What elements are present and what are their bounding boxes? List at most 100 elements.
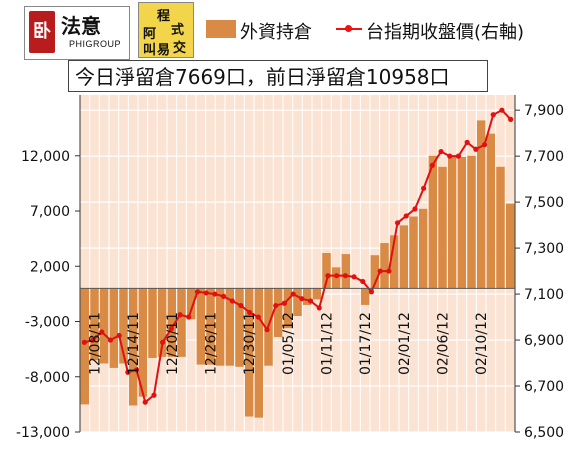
price-point <box>281 300 288 306</box>
program-trading-logo: 程 式 交 易 阿 叫 <box>138 2 194 58</box>
right-axis-label: 6,900 <box>524 333 564 349</box>
bar <box>360 288 370 305</box>
bar <box>496 166 505 289</box>
bar <box>80 288 90 405</box>
price-point <box>455 153 462 159</box>
logo-sub-text: PHIGROUP <box>69 39 122 49</box>
price-point <box>412 206 418 212</box>
legend-bar-swatch <box>206 20 236 38</box>
x-axis-label: 02/01/12 <box>397 312 413 375</box>
price-line <box>84 108 512 404</box>
bar <box>186 288 196 320</box>
bar <box>138 288 148 397</box>
right-axis-label: 6,500 <box>524 425 564 441</box>
price-point <box>212 291 218 297</box>
price-point <box>377 268 383 274</box>
price-point <box>421 185 427 191</box>
bar <box>99 288 109 364</box>
bar <box>167 288 177 357</box>
price-point <box>186 314 192 320</box>
bar <box>119 288 128 364</box>
bar <box>273 288 283 337</box>
price-point <box>238 302 244 309</box>
logo-glyph: 程 <box>157 9 171 24</box>
phigroup-logo: 卧 法意 PHIGROUP <box>24 6 130 60</box>
x-axis-label: 02/06/12 <box>436 312 452 375</box>
price-point <box>142 399 148 405</box>
bar <box>389 235 399 289</box>
bar <box>293 288 302 316</box>
x-axis-label: 12/30/11 <box>242 312 258 375</box>
right-axis-label: 7,900 <box>524 103 564 119</box>
price-point <box>429 162 435 168</box>
price-point <box>160 339 166 345</box>
bar <box>254 288 264 418</box>
bar <box>109 288 119 368</box>
price-point <box>316 305 322 311</box>
bar <box>215 288 225 366</box>
net-position-banner: 今日淨留倉7669口，前日淨留倉10958口 <box>68 60 488 92</box>
bar <box>235 288 244 367</box>
bar <box>399 225 409 289</box>
price-point <box>151 392 157 398</box>
x-axis-label: 01/17/12 <box>358 312 374 375</box>
bar <box>283 288 293 329</box>
bar <box>380 243 389 289</box>
price-point <box>481 142 488 148</box>
price-point <box>255 314 261 320</box>
price-point <box>342 273 348 279</box>
logo-glyph: 易 <box>157 43 171 58</box>
price-point <box>325 273 331 279</box>
price-point <box>107 337 114 343</box>
logo-glyph: 式 <box>171 23 185 38</box>
bar <box>90 288 99 361</box>
left-axis-label: -3,000 <box>25 315 70 331</box>
right-axis-label: 7,100 <box>524 287 564 303</box>
price-point <box>220 293 227 299</box>
right-axis-label: 6,700 <box>524 379 564 395</box>
price-point <box>203 290 209 296</box>
x-axis-label: 12/20/11 <box>165 312 181 375</box>
price-point <box>194 289 201 295</box>
legend-bar-label: 外資持倉 <box>240 22 312 43</box>
price-point <box>116 332 122 339</box>
x-axis-label: 12/14/11 <box>126 312 142 375</box>
bar <box>322 253 331 289</box>
bar <box>177 288 186 357</box>
price-point <box>90 337 96 343</box>
bar <box>128 288 138 406</box>
right-axis-label: 7,300 <box>524 241 564 257</box>
bar <box>312 288 322 300</box>
price-point <box>307 298 314 304</box>
right-axis-label: 7,500 <box>524 195 564 211</box>
price-point <box>403 213 409 219</box>
right-axis-label: 7,700 <box>524 149 564 165</box>
bar <box>476 120 486 289</box>
bar <box>206 288 215 365</box>
bar <box>370 255 380 289</box>
bar <box>428 155 438 289</box>
legend-line-dot <box>345 25 352 32</box>
bar <box>225 288 235 366</box>
price-point <box>299 296 305 302</box>
bar <box>486 133 496 289</box>
legend-line-label: 台指期收盤價(右軸) <box>366 22 525 43</box>
price-point <box>499 107 505 113</box>
logo-glyph: 阿 <box>143 27 157 42</box>
logo-brand-text: 法意 <box>61 14 101 38</box>
price-point <box>99 329 105 335</box>
price-point <box>438 148 444 155</box>
x-axis-label: 01/11/12 <box>320 312 336 375</box>
price-point <box>351 274 357 280</box>
x-axis-label: 01/05/12 <box>281 312 297 375</box>
left-axis-label: 12,000 <box>21 149 70 165</box>
bar <box>157 288 167 357</box>
price-point <box>177 312 183 318</box>
bar <box>196 288 206 365</box>
bar <box>341 254 351 289</box>
left-axis-label: 7,000 <box>30 204 70 220</box>
price-point <box>334 273 340 279</box>
logo-glyph: 交 <box>173 41 187 56</box>
